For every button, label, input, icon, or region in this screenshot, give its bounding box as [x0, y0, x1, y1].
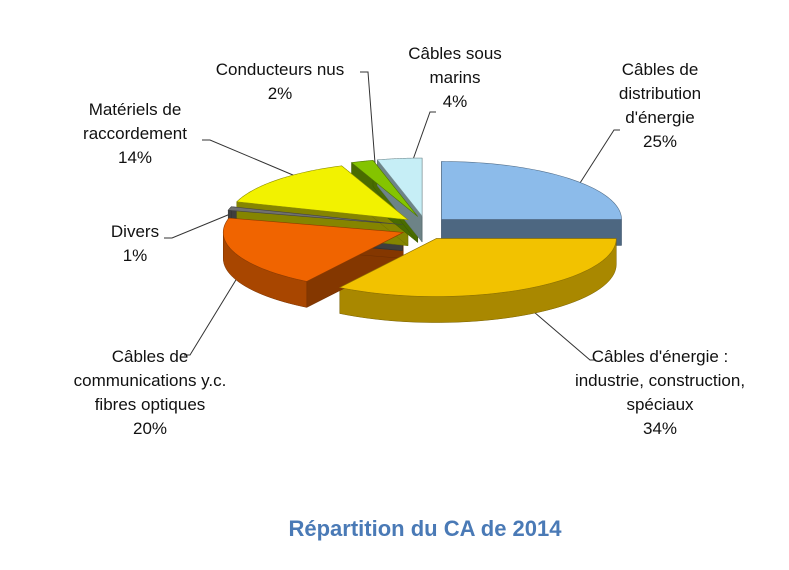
- category-name: Conducteurs nus: [215, 60, 345, 79]
- leader-line: [519, 299, 596, 361]
- category-name: Câbles d'énergie : industrie, constructi…: [574, 347, 746, 414]
- chart-title: Répartition du CA de 2014: [288, 516, 562, 541]
- slice: [338, 238, 617, 297]
- slice-label: Divers 1%: [95, 220, 175, 268]
- slice: [376, 157, 423, 217]
- value-label: 4%: [442, 92, 468, 111]
- slice-label: Câbles de distribution d'énergie 25%: [595, 58, 725, 154]
- value-label: 25%: [642, 132, 678, 151]
- value-label: 14%: [117, 148, 153, 167]
- leader-lines: [164, 71, 620, 361]
- slice-label: Câbles sous marins 4%: [400, 42, 510, 114]
- slice: [222, 217, 405, 282]
- slice: [441, 161, 622, 220]
- category-name: Câbles de communications y.c. fibres opt…: [73, 347, 227, 414]
- slice: [227, 206, 403, 225]
- category-name: Divers: [110, 222, 160, 241]
- value-label: 2%: [267, 84, 293, 103]
- leader-line: [164, 209, 241, 239]
- slice: [350, 160, 419, 217]
- slice-label: Câbles d'énergie : industrie, constructi…: [570, 345, 750, 441]
- value-label: 34%: [642, 419, 678, 438]
- slice: [236, 165, 409, 221]
- pie-tops: [222, 157, 622, 297]
- slice-label: Conducteurs nus 2%: [195, 58, 365, 106]
- leader-line: [360, 71, 377, 177]
- category-name: Câbles sous marins: [408, 44, 502, 87]
- leader-line: [409, 111, 436, 169]
- leader-line: [579, 129, 620, 184]
- category-name: Matériels de raccordement: [83, 100, 187, 143]
- value-label: 20%: [132, 419, 168, 438]
- value-label: 1%: [122, 246, 148, 265]
- slice-label: Câbles de communications y.c. fibres opt…: [60, 345, 240, 441]
- leader-line: [202, 139, 301, 179]
- category-name: Câbles de distribution d'énergie: [618, 60, 702, 127]
- slice-label: Matériels de raccordement 14%: [70, 98, 200, 170]
- leader-line: [184, 269, 243, 356]
